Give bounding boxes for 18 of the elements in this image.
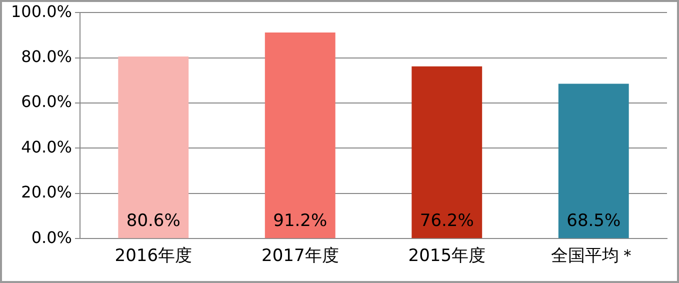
bar	[412, 66, 482, 238]
bar	[264, 32, 336, 238]
y-tick-label: 20.0%	[21, 182, 72, 202]
x-tick-label: 2017年度	[261, 246, 339, 266]
y-tick-label: 40.0%	[21, 137, 72, 156]
data-label: 76.2%	[420, 211, 474, 232]
y-tick-label: 0.0%	[31, 228, 72, 247]
bar	[118, 56, 189, 238]
data-label: 68.5%	[566, 211, 621, 232]
x-tick-label: 2015年度	[408, 246, 486, 266]
data-label: 80.6%	[126, 211, 180, 232]
y-tick-label: 100.0%	[10, 2, 72, 21]
x-tick-label: 2016年度	[114, 246, 192, 266]
bar	[558, 84, 629, 238]
data-label: 91.2%	[273, 211, 328, 232]
x-tick-label: 全国平均＊	[551, 246, 636, 266]
y-tick-label: 80.0%	[21, 46, 72, 66]
y-tick-label: 60.0%	[21, 92, 72, 112]
